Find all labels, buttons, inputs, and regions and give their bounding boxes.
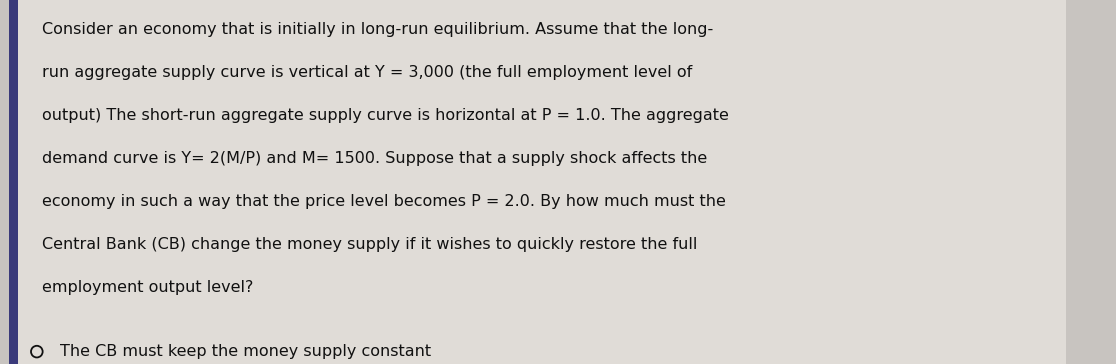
Text: The CB must keep the money supply constant: The CB must keep the money supply consta… (60, 344, 432, 359)
Text: run aggregate supply curve is vertical at Y = 3,000 (the full employment level o: run aggregate supply curve is vertical a… (42, 65, 693, 80)
Text: Consider an economy that is initially in long-run equilibrium. Assume that the l: Consider an economy that is initially in… (42, 22, 713, 37)
Text: demand curve is Y= 2(M/P) and M= 1500. Suppose that a supply shock affects the: demand curve is Y= 2(M/P) and M= 1500. S… (42, 151, 708, 166)
Text: Central Bank (CB) change the money supply if it wishes to quickly restore the fu: Central Bank (CB) change the money suppl… (42, 237, 698, 252)
Text: employment output level?: employment output level? (42, 280, 253, 294)
Text: output) The short-run aggregate supply curve is horizontal at P = 1.0. The aggre: output) The short-run aggregate supply c… (42, 108, 729, 123)
Text: economy in such a way that the price level becomes P = 2.0. By how much must the: economy in such a way that the price lev… (42, 194, 727, 209)
